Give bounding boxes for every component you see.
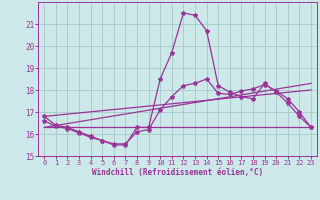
X-axis label: Windchill (Refroidissement éolien,°C): Windchill (Refroidissement éolien,°C) — [92, 168, 263, 177]
